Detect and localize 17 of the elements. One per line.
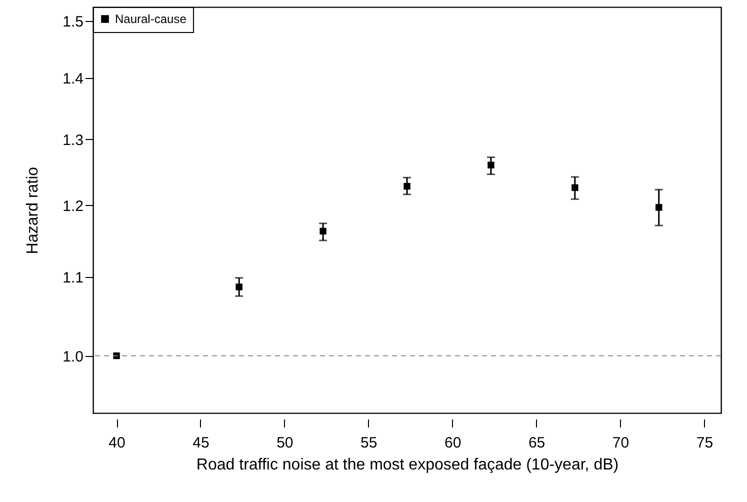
y-tick-label: 1.0: [62, 348, 84, 366]
x-tick-label: 50: [276, 434, 294, 452]
y-tick-label: 1.5: [62, 14, 84, 31]
x-tick-label: 55: [360, 434, 378, 452]
x-tick-label: 60: [444, 434, 462, 452]
y-tick-label: 1.2: [62, 198, 84, 215]
legend-label: Naural-cause: [115, 12, 187, 26]
y-tick-label: 1.3: [62, 132, 84, 149]
x-axis-title: Road traffic noise at the most exposed façade (10-year, dB): [196, 456, 619, 474]
y-tick-label: 1.1: [62, 270, 84, 287]
x-tick-label: 65: [528, 434, 546, 452]
x-tick-label: 40: [108, 434, 126, 452]
y-tick-label: 1.4: [62, 70, 84, 88]
x-tick-label: 45: [192, 434, 210, 452]
y-axis-title: Hazard ratio: [24, 166, 42, 254]
x-tick-label: 70: [612, 434, 630, 452]
x-tick-label: 75: [696, 434, 714, 452]
